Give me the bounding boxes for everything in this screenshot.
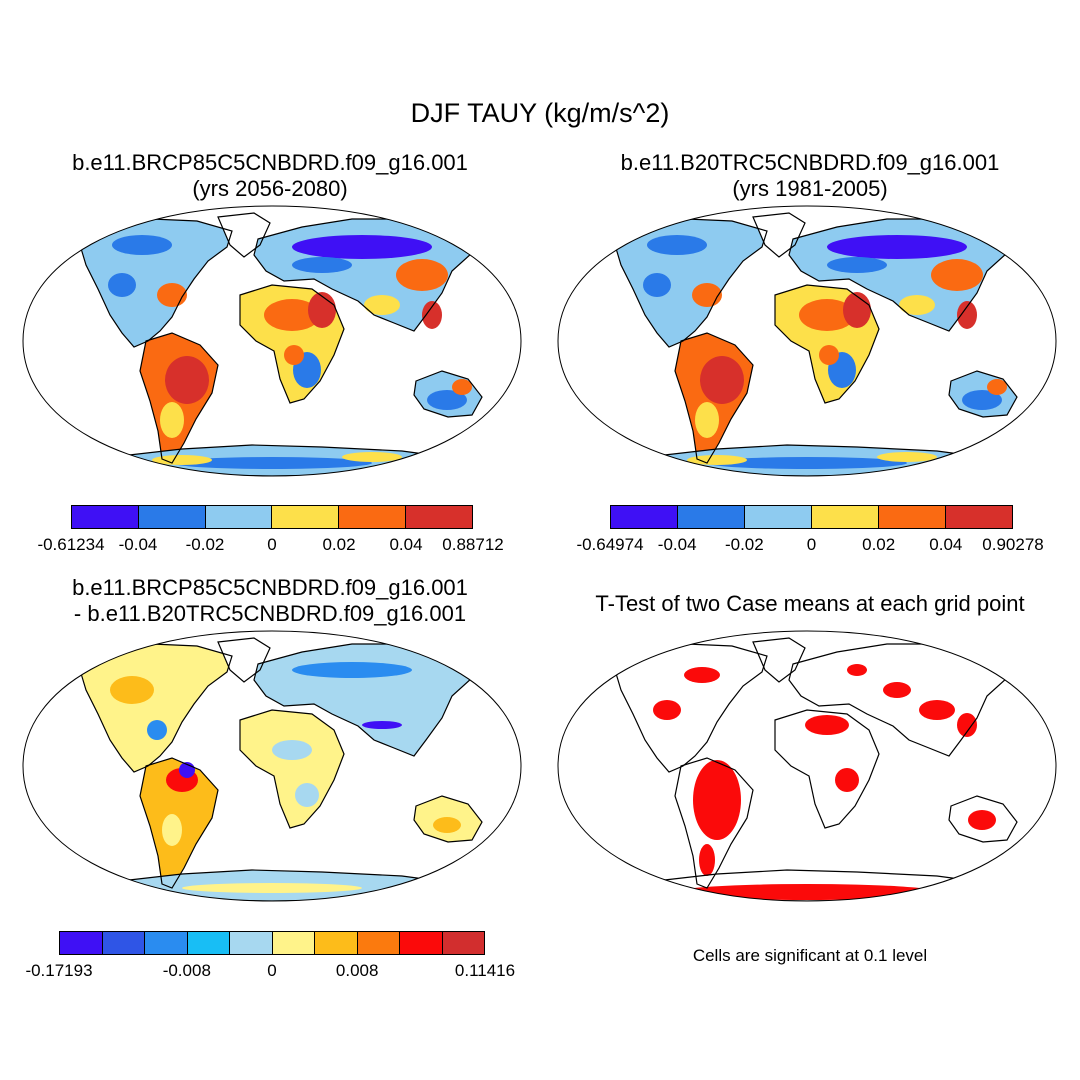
colorbar-tick-label: 0: [267, 535, 277, 554]
colorbar-tick-label: 0.008: [335, 961, 379, 980]
map-panel-3: [22, 630, 522, 902]
panel-3-title-line1: b.e11.BRCP85C5CNBDRD.f09_g16.001: [72, 575, 468, 600]
colorbar-swatch: [138, 506, 206, 528]
colorbar-swatch: [272, 932, 315, 954]
colorbar-swatch: [145, 932, 188, 954]
map-panel-2: [557, 205, 1057, 477]
map-border: [22, 205, 522, 477]
panel-1-title-line1: b.e11.BRCP85C5CNBDRD.f09_g16.001: [72, 150, 468, 175]
land-namerica: [612, 644, 767, 772]
panel-3-title: b.e11.BRCP85C5CNBDRD.f09_g16.001 - b.e11…: [20, 575, 520, 627]
colorbar-panel-2: [610, 505, 1013, 529]
map-border: [557, 205, 1057, 477]
panel-3-title-line2: - b.e11.B20TRC5CNBDRD.f09_g16.001: [73, 601, 467, 626]
colorbar-tick-label: -0.17193: [25, 961, 93, 980]
colorbar-swatch: [678, 506, 745, 528]
colorbar-tick-label: -0.64974: [576, 535, 644, 554]
colorbar-panel-1-labels: -0.61234 -0.04 -0.02 0 0.02 0.04 0.88712: [37, 535, 503, 557]
colorbar-tick-label: 0.04: [389, 535, 423, 554]
colorbar-swatch: [187, 932, 230, 954]
colorbar-swatch: [102, 932, 145, 954]
colorbar-swatch: [611, 506, 678, 528]
colorbar-tick-label: 0.02: [322, 535, 356, 554]
colorbar-tick-label: -0.02: [185, 535, 225, 554]
colorbar-swatch: [272, 506, 340, 528]
colorbar-panel-3: [59, 931, 485, 955]
panel-2-title-line2: (yrs 1981-2005): [732, 176, 888, 201]
colorbar-tick-label: 0.90278: [982, 535, 1044, 554]
map-border: [557, 630, 1057, 902]
colorbar-swatch: [72, 506, 139, 528]
panel-4-title: T-Test of two Case means at each grid po…: [555, 591, 1065, 617]
significance-note: Cells are significant at 0.1 level: [692, 946, 928, 965]
map-panel-4: [557, 630, 1057, 902]
colorbar-tick-label: 0.88712: [442, 535, 504, 554]
panel-2-title-line1: b.e11.B20TRC5CNBDRD.f09_g16.001: [620, 150, 1000, 175]
land-africa: [775, 710, 879, 828]
colorbar-swatch: [442, 932, 484, 954]
colorbar-swatch: [339, 506, 407, 528]
colorbar-tick-label: 0.11416: [454, 961, 516, 980]
colorbar-swatch: [205, 506, 273, 528]
land-namerica: [77, 219, 232, 347]
colorbar-tick-label: 0: [267, 961, 277, 980]
colorbar-swatch: [357, 932, 400, 954]
land-africa: [240, 710, 344, 828]
map-panel-1: [22, 205, 522, 477]
colorbar-swatch: [230, 932, 273, 954]
map-border: [22, 630, 522, 902]
colorbar-tick-label: -0.04: [118, 535, 158, 554]
panel-1-title-line2: (yrs 2056-2080): [192, 176, 348, 201]
colorbar-tick-label: 0: [806, 535, 817, 554]
colorbar-swatch: [406, 506, 472, 528]
panel-4-title-line1: T-Test of two Case means at each grid po…: [595, 591, 1025, 616]
colorbar-swatch: [315, 932, 358, 954]
colorbar-tick-label: -0.008: [162, 961, 211, 980]
colorbar-panel-1: [71, 505, 473, 529]
panel-1-title: b.e11.BRCP85C5CNBDRD.f09_g16.001 (yrs 20…: [20, 150, 520, 202]
colorbar-swatch: [879, 506, 946, 528]
colorbar-panel-3-labels: -0.17193 -0.008 0 0.008 0.11416: [25, 961, 515, 983]
colorbar-tick-label: -0.04: [657, 535, 697, 554]
colorbar-tick-label: 0.02: [862, 535, 896, 554]
panel-2-title: b.e11.B20TRC5CNBDRD.f09_g16.001 (yrs 198…: [560, 150, 1060, 202]
colorbar-swatch: [745, 506, 812, 528]
colorbar-swatch: [946, 506, 1012, 528]
main-title: DJF TAUY (kg/m/s^2): [410, 98, 670, 128]
land-namerica: [77, 644, 232, 772]
colorbar-tick-label: -0.02: [724, 535, 764, 554]
colorbar-swatch: [812, 506, 879, 528]
colorbar-tick-label: -0.61234: [37, 535, 105, 554]
colorbar-swatch: [60, 932, 103, 954]
land-namerica: [612, 219, 767, 347]
colorbar-panel-2-labels: -0.64974 -0.04 -0.02 0 0.02 0.04 0.90278: [576, 535, 1043, 557]
colorbar-swatch: [400, 932, 443, 954]
colorbar-tick-label: 0.04: [929, 535, 963, 554]
